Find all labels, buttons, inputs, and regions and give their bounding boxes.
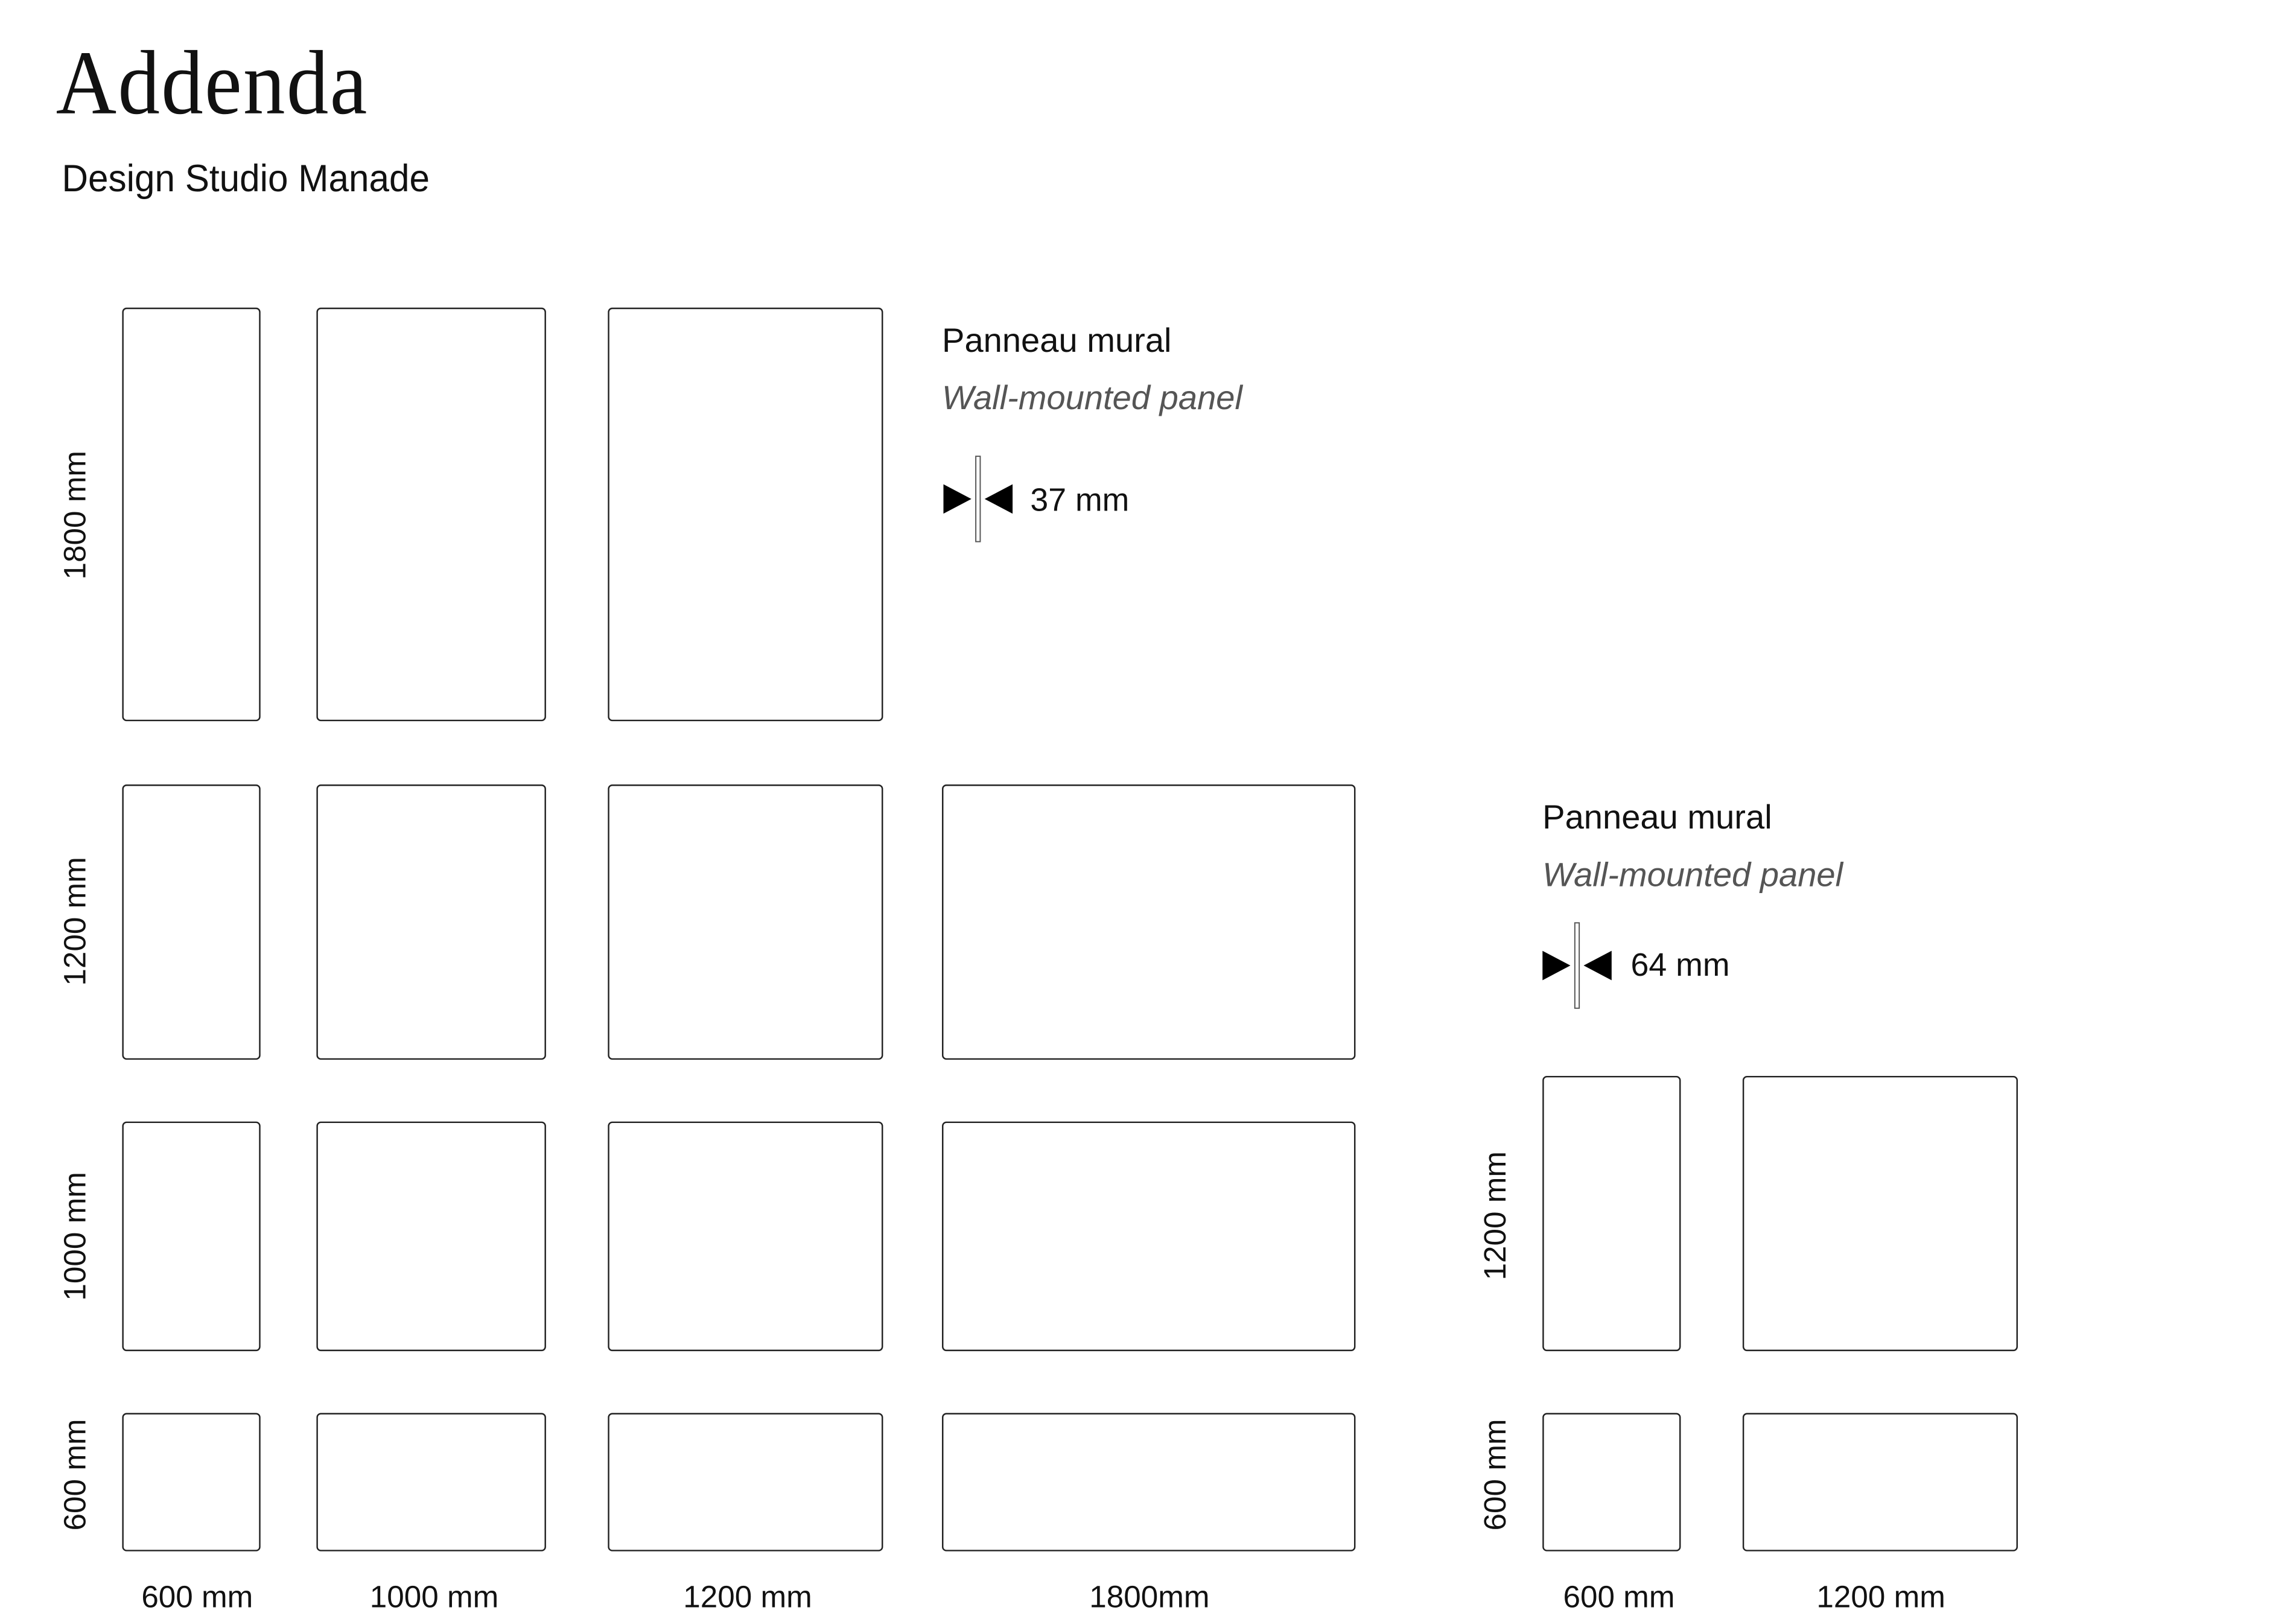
panel-600x1200 (122, 784, 261, 1060)
panel-name: Panneau mural (942, 320, 1172, 360)
panel-1000x1800 (316, 307, 546, 722)
panel-1200x600 (608, 1413, 883, 1551)
panel-name: Panneau mural (1542, 797, 1772, 836)
panel-600x1800 (122, 307, 261, 722)
row-label: 1200 mm (59, 857, 93, 986)
row-label: 600 mm (1479, 1419, 1513, 1531)
panel-1200x1200 (608, 784, 883, 1060)
thickness-arrows-icon (1542, 922, 1612, 1009)
page-subtitle: Design Studio Manade (62, 156, 430, 200)
row-label: 1000 mm (59, 1172, 93, 1301)
panel-600x1200 (1542, 1075, 1681, 1352)
panel-1800x1000 (942, 1121, 1356, 1352)
panel-600x600 (122, 1413, 261, 1551)
panel-600x600 (1542, 1413, 1681, 1551)
panel-1800x600 (942, 1413, 1356, 1551)
page-title: Addenda (56, 34, 369, 134)
thickness-value: 64 mm (1630, 946, 1730, 984)
panel-1000x1200 (316, 784, 546, 1060)
panel-1000x600 (316, 1413, 546, 1551)
panel-1200x1800 (608, 307, 883, 722)
panel-1800x1200 (942, 784, 1356, 1060)
column-label: 1800mm (1089, 1580, 1210, 1615)
thickness-arrows-icon (943, 456, 1013, 542)
panel-1000x1000 (316, 1121, 546, 1352)
column-label: 600 mm (141, 1580, 253, 1615)
panel-name-english: Wall-mounted panel (1542, 855, 1843, 894)
row-label: 600 mm (59, 1419, 93, 1531)
column-label: 600 mm (1563, 1580, 1675, 1615)
panel-1200x600 (1742, 1413, 2018, 1551)
panel-name-english: Wall-mounted panel (942, 378, 1242, 417)
column-label: 1000 mm (369, 1580, 499, 1615)
column-label: 1200 mm (683, 1580, 812, 1615)
column-label: 1200 mm (1816, 1580, 1945, 1615)
panel-1200x1200 (1742, 1075, 2018, 1352)
panel-1200x1000 (608, 1121, 883, 1352)
thickness-value: 37 mm (1030, 481, 1130, 518)
row-label: 1800 mm (59, 450, 93, 580)
row-label: 1200 mm (1479, 1151, 1513, 1280)
panel-600x1000 (122, 1121, 261, 1352)
